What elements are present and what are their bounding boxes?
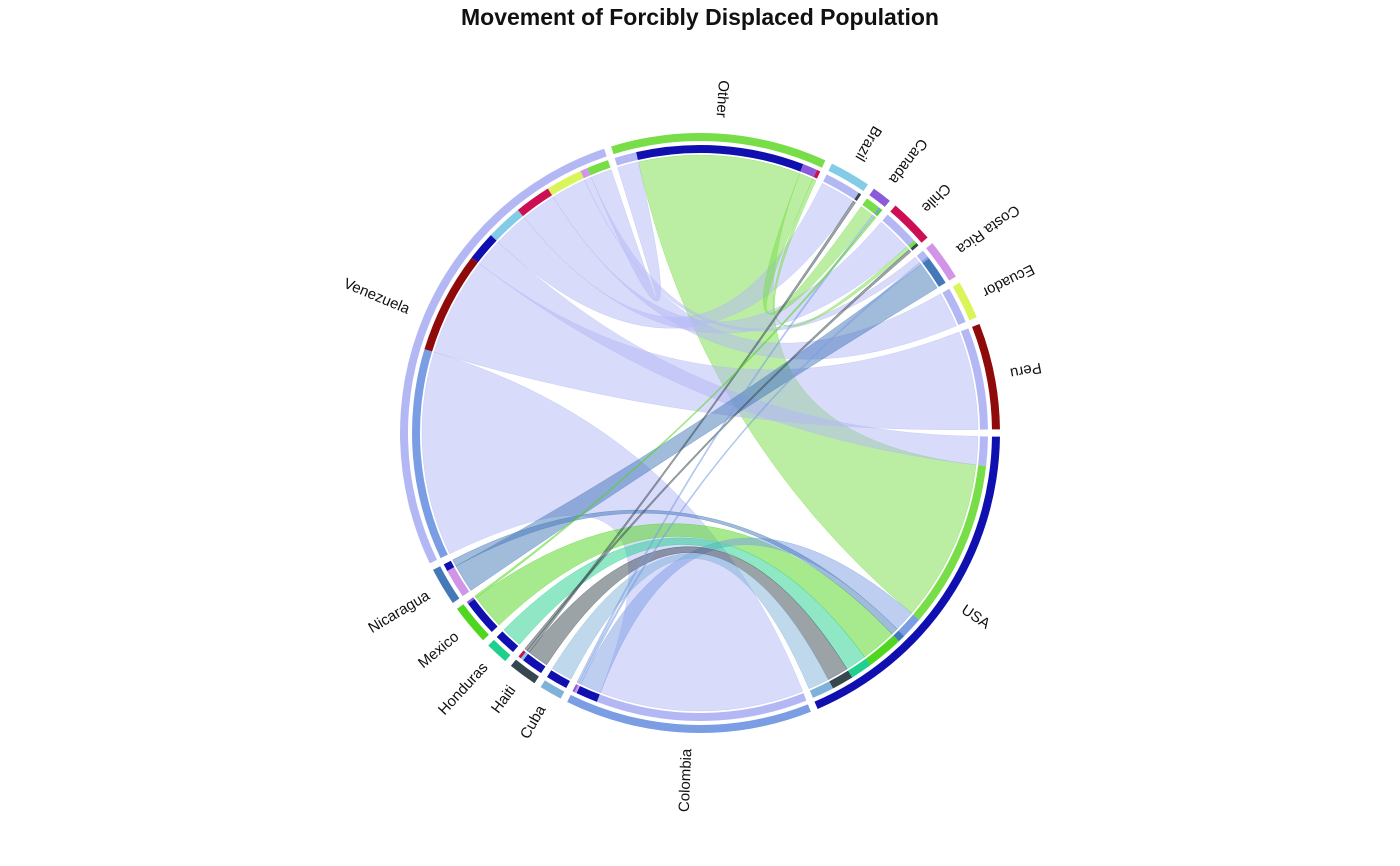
arc-colombia[interactable] — [567, 694, 811, 733]
label-usa: USA — [958, 601, 993, 632]
label-nicaragua: Nicaragua — [365, 587, 433, 637]
ribbon-cuba-to-usa[interactable] — [551, 553, 829, 690]
partner-band — [596, 693, 807, 721]
arc-venezuela[interactable] — [399, 148, 607, 564]
partner-band — [520, 652, 528, 661]
arc-ecuador[interactable] — [952, 282, 977, 321]
partner-band — [809, 681, 833, 698]
arc-other[interactable] — [611, 133, 826, 168]
ribbon-venezuela-to-other[interactable] — [590, 161, 661, 302]
chart-title: Movement of Forcibly Displaced Populatio… — [461, 4, 939, 30]
partner-band — [547, 170, 584, 196]
partner-band — [466, 597, 475, 604]
partner-band — [960, 328, 988, 430]
partner-band — [587, 160, 611, 176]
ribbon-mexico-to-canada[interactable] — [474, 216, 877, 599]
partner-band — [574, 685, 580, 694]
ribbon-other-to-chile[interactable] — [773, 178, 910, 327]
partner-band — [490, 209, 523, 241]
ribbon-venezuela-to-usa[interactable] — [479, 241, 979, 466]
label-brazil: Brazil — [851, 123, 885, 164]
partner-band — [916, 250, 928, 262]
partner-band — [921, 256, 929, 264]
ribbon-honduras-to-usa[interactable] — [503, 537, 866, 670]
partner-band — [468, 598, 498, 632]
ribbon-nicaragua-to-usa[interactable] — [452, 509, 898, 635]
partner-band — [580, 167, 591, 179]
partner-band — [829, 670, 853, 689]
arc-haiti[interactable] — [510, 659, 539, 684]
partner-band — [424, 257, 478, 352]
partner-band — [908, 240, 917, 249]
ribbon-colombia-to-costa-rica[interactable] — [578, 262, 922, 685]
arc-usa[interactable] — [814, 436, 1000, 709]
label-mexico: Mexico — [415, 628, 462, 671]
partner-band — [471, 235, 497, 263]
partner-band — [893, 630, 905, 642]
arc-peru[interactable] — [972, 324, 1000, 430]
partner-band — [576, 685, 600, 702]
partner-band — [412, 349, 448, 559]
arc-canada[interactable] — [869, 188, 890, 207]
arc-layer — [399, 133, 1000, 733]
partner-band — [813, 169, 821, 179]
label-cuba: Cuba — [517, 702, 550, 742]
label-colombia: Colombia — [676, 748, 696, 813]
partner-band — [517, 188, 553, 217]
partner-band — [942, 288, 966, 325]
partner-band — [910, 243, 919, 251]
partner-band — [898, 614, 920, 637]
arc-honduras[interactable] — [488, 639, 511, 662]
label-honduras: Honduras — [435, 659, 492, 718]
label-peru: Peru — [1009, 359, 1043, 382]
label-canada: Canada — [885, 135, 931, 188]
partner-band — [496, 631, 519, 653]
partner-band — [862, 198, 879, 214]
partner-band — [800, 164, 817, 178]
partner-band — [636, 145, 804, 172]
partner-band — [848, 658, 871, 678]
arc-brazil[interactable] — [828, 163, 868, 192]
arc-cuba[interactable] — [540, 680, 565, 699]
partner-band — [922, 258, 946, 287]
partner-band — [823, 174, 859, 200]
ribbon-venezuela-to-costa-rica[interactable] — [584, 176, 921, 332]
partner-band — [447, 567, 470, 597]
partner-band — [523, 653, 546, 674]
ribbon-colombia-to-canada[interactable] — [576, 214, 875, 684]
partner-band — [518, 650, 526, 659]
partner-band — [854, 192, 862, 201]
ribbon-haiti-to-usa[interactable] — [528, 546, 848, 680]
arc-chile[interactable] — [890, 205, 928, 243]
arc-mexico[interactable] — [457, 604, 489, 641]
ribbon-layer — [421, 154, 979, 712]
label-other: Other — [713, 80, 732, 119]
partner-band — [882, 214, 915, 246]
partner-band — [978, 436, 988, 467]
partner-band — [875, 208, 883, 217]
partner-band — [913, 465, 987, 620]
partner-band — [572, 684, 578, 693]
label-ecuador: Ecuador — [980, 261, 1038, 301]
label-chile: Chile — [918, 180, 954, 216]
partner-band — [614, 152, 638, 166]
partner-band — [546, 670, 570, 689]
arc-costa-rica[interactable] — [926, 243, 956, 281]
partner-band — [443, 560, 455, 571]
label-costa-rica: Costa Rica — [953, 201, 1023, 258]
arc-nicaragua[interactable] — [433, 566, 460, 603]
label-venezuela: Venezuela — [341, 275, 413, 318]
label-haiti: Haiti — [488, 682, 519, 716]
ribbon-other-to-canada[interactable] — [763, 173, 873, 315]
partner-band — [865, 635, 899, 666]
ribbon-haiti-to-chile[interactable] — [524, 249, 912, 651]
partner-band — [873, 207, 881, 215]
